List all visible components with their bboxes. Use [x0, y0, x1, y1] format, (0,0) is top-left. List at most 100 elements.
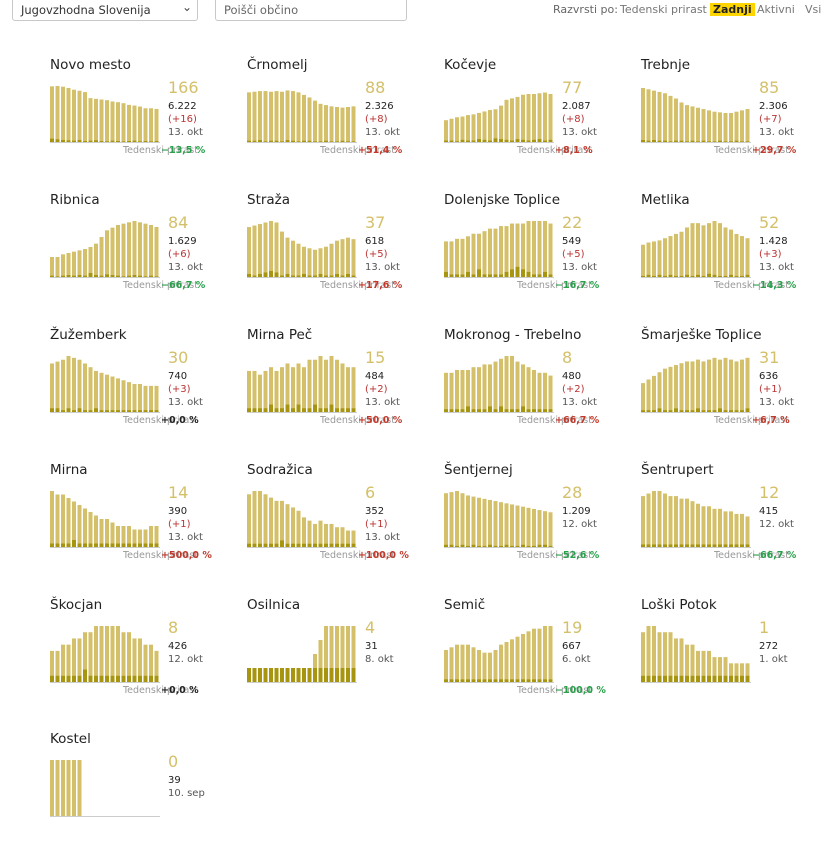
new-cases-bar	[734, 675, 739, 682]
new-cases-bar	[477, 269, 481, 277]
active-bar	[460, 370, 465, 412]
active-bar	[455, 238, 459, 277]
active-bar	[444, 241, 448, 277]
active-bar	[729, 663, 733, 682]
sort-option-weekly[interactable]: Tedenski prirast	[620, 3, 707, 16]
new-cases-bar	[499, 545, 503, 547]
active-bar	[641, 496, 645, 547]
active-bar	[132, 221, 137, 277]
active-bar	[652, 375, 656, 412]
new-cases-bar	[285, 404, 290, 412]
new-cases-bar	[72, 540, 76, 547]
new-cases-bar	[61, 275, 65, 277]
municipality-card[interactable]: Škocjan 8 426 12. okt Tedenski prirast +0,0 %	[50, 597, 230, 717]
active-bar	[663, 93, 667, 142]
sort-option-all[interactable]: Vsi	[805, 3, 822, 16]
new-cases-bar	[701, 410, 706, 412]
active-bar	[707, 650, 711, 682]
active-bar	[72, 501, 76, 547]
municipality-card[interactable]: Mokronog - Trebelno 8 480 (+2) 13. okt Tedens…	[444, 327, 624, 447]
new-cases-bar	[132, 410, 137, 412]
municipality-card[interactable]: Dolenjske Toplice 22 549 (+5) 13. okt Tedensk…	[444, 192, 624, 312]
active-bar	[515, 96, 520, 142]
active-bar	[521, 364, 525, 412]
weekly-label: Tedenski prirast	[713, 280, 789, 291]
active-bar	[132, 638, 137, 682]
active-bar	[94, 515, 98, 547]
municipality-card[interactable]: Kočevje 77 2.087 (+8) 13. okt Tedenski priras…	[444, 57, 624, 177]
weekly-change: +500,0 %	[161, 550, 212, 561]
active-bar	[499, 358, 503, 412]
municipality-card[interactable]: Žužemberk 30 740 (+3) 13. okt Tedenski priras…	[50, 327, 230, 447]
new-cases-bar	[99, 410, 104, 412]
active-bar	[247, 370, 251, 412]
last-date: 13. okt	[168, 127, 203, 138]
active-bar	[72, 760, 76, 816]
new-cases: (+3)	[168, 384, 191, 395]
top-controls: Jugovzhodna Slovenija ⌄ Razvrsti po: Ted…	[0, 0, 832, 24]
municipality-card[interactable]: Mirna 14 390 (+1) 13. okt Tedenski prirast +50…	[50, 462, 230, 582]
municipality-card[interactable]: Metlika 52 1.428 (+3) 13. okt Tedenski priras…	[641, 192, 821, 312]
new-cases-bar	[526, 679, 531, 682]
new-cases-bar	[132, 543, 137, 547]
municipality-card[interactable]: Kostel 0 39 10. sep	[50, 731, 230, 851]
active-bar	[657, 372, 662, 412]
weekly-label: Tedenski prirast	[713, 415, 789, 426]
new-cases-bar	[690, 140, 695, 142]
municipality-card[interactable]: Šentjernej 28 1.209 12. okt Tedenski prirast…	[444, 462, 624, 582]
municipality-card[interactable]: Trebnje 85 2.306 (+7) 13. okt Tedenski priras…	[641, 57, 821, 177]
sort-option-active[interactable]: Aktivni	[757, 3, 795, 16]
active-bar	[263, 370, 268, 412]
new-cases-bar	[734, 275, 739, 277]
municipality-name: Novo mesto	[50, 57, 131, 73]
last-date: 13. okt	[168, 532, 203, 543]
active-bar	[493, 501, 498, 547]
municipality-card[interactable]: Osilnica 4 31 8. okt	[247, 597, 427, 717]
active-bar	[94, 370, 98, 412]
active-bar	[449, 647, 454, 682]
municipality-card[interactable]: Semič 19 667 6. okt Tedenski prirast −100,0 %	[444, 597, 624, 717]
active-bar	[471, 496, 476, 547]
new-cases-bar	[351, 275, 356, 277]
active-bar	[346, 530, 350, 547]
municipality-card[interactable]: Mirna Peč 15 484 (+2) 13. okt Tedenski priras…	[247, 327, 427, 447]
new-cases-bar	[543, 140, 547, 142]
active-bar	[723, 357, 728, 412]
municipality-card[interactable]: Ribnica 84 1.629 (+6) 13. okt Tedenski priras…	[50, 192, 230, 312]
active-bar	[110, 376, 115, 412]
municipality-card[interactable]: Črnomelj 88 2.326 (+8) 13. okt Tedenski prira…	[247, 57, 427, 177]
total-count: 6.222	[168, 101, 197, 112]
municipality-name: Šentrupert	[641, 462, 714, 478]
search-input[interactable]	[215, 0, 407, 21]
new-cases-bar	[258, 408, 262, 412]
sort-option-latest[interactable]: Zadnji	[710, 3, 755, 16]
municipality-card[interactable]: Šmarješke Toplice 31 636 (+1) 13. okt Tedensk…	[641, 327, 821, 447]
municipality-card[interactable]: Straža 37 618 (+5) 13. okt Tedenski prirast +1…	[247, 192, 427, 312]
active-bar	[329, 523, 334, 547]
new-cases-bar	[105, 543, 109, 547]
last-date: 1. okt	[759, 654, 788, 665]
municipality-name: Ribnica	[50, 192, 100, 208]
last-date: 13. okt	[759, 262, 794, 273]
new-cases-bar	[110, 410, 115, 412]
new-cases-bar	[138, 141, 142, 142]
active-bar	[313, 523, 317, 547]
municipality-card[interactable]: Šentrupert 12 415 12. okt Tedenski prirast −6…	[641, 462, 821, 582]
region-select[interactable]: Jugovzhodna Slovenija ⌄	[12, 0, 198, 21]
new-cases-bar	[269, 140, 273, 142]
weekly-change: +29,7 %	[752, 145, 797, 156]
municipality-card[interactable]: Sodražica 6 352 (+1) 13. okt Tedenski prirast…	[247, 462, 427, 582]
active-bar	[718, 359, 722, 412]
last-date: 6. okt	[562, 654, 591, 665]
active-bar	[66, 253, 71, 277]
weekly-label: Tedenski prirast	[319, 145, 395, 156]
new-cases-bar	[280, 668, 284, 682]
municipality-card[interactable]: Novo mesto 166 6.222 (+16) 13. okt Tedenski p…	[50, 57, 230, 177]
new-cases-bar	[88, 140, 93, 142]
new-cases-bar	[740, 675, 744, 682]
municipality-card[interactable]: Loški Potok 1 272 1. okt	[641, 597, 821, 717]
new-cases-bar	[510, 140, 514, 142]
total-count: 1.428	[759, 236, 788, 247]
active-bar	[318, 356, 323, 412]
new-cases-bar	[504, 544, 509, 547]
